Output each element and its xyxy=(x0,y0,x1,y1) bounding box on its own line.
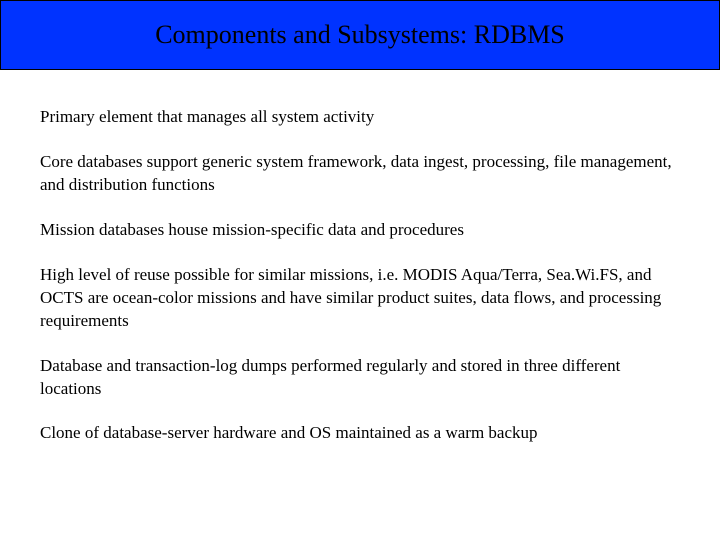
slide-title: Components and Subsystems: RDBMS xyxy=(155,20,565,50)
bullet-item: Mission databases house mission-specific… xyxy=(40,219,680,242)
bullet-item: Core databases support generic system fr… xyxy=(40,151,680,197)
bullet-item: Database and transaction-log dumps perfo… xyxy=(40,355,680,401)
bullet-item: Clone of database-server hardware and OS… xyxy=(40,422,680,445)
title-bar: Components and Subsystems: RDBMS xyxy=(0,0,720,70)
bullet-item: Primary element that manages all system … xyxy=(40,106,680,129)
bullet-item: High level of reuse possible for similar… xyxy=(40,264,680,333)
slide-content: Primary element that manages all system … xyxy=(0,70,720,445)
